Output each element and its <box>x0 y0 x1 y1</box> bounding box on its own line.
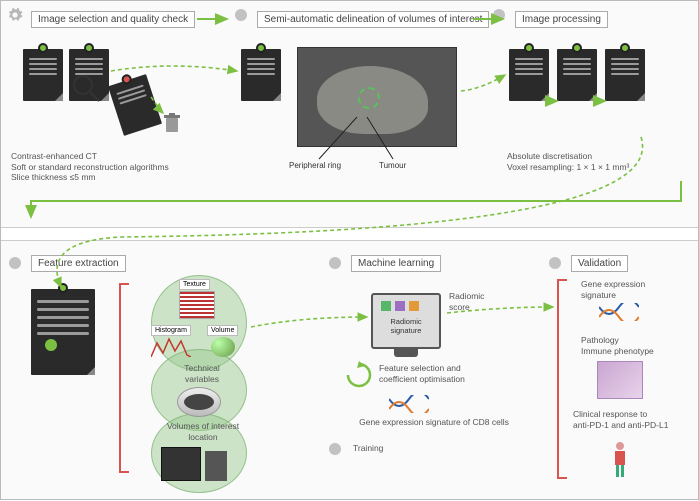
stage-2-label: Semi-automatic delineation of volumes of… <box>257 11 489 28</box>
tech-vars-label: Technical variables <box>157 363 247 384</box>
xray-icon <box>241 49 281 101</box>
row-divider <box>1 227 698 241</box>
stage-3-sub: Absolute discretisation Voxel resampling… <box>507 151 687 172</box>
body-location-icon <box>161 447 201 481</box>
val-patho-label: Pathology Immune phenotype <box>581 335 691 356</box>
magnifier-icon <box>71 73 101 103</box>
stage-6-label: Validation <box>571 255 628 272</box>
volume-label: Volume <box>207 325 238 336</box>
gear-icon <box>7 255 23 271</box>
histogram-icon <box>151 337 191 357</box>
monitor-text: Radiomic signature <box>381 317 431 335</box>
xray-icon <box>509 49 549 101</box>
helix-icon <box>389 395 429 413</box>
gear-icon <box>233 7 249 23</box>
ct-scanner-icon <box>177 387 221 417</box>
gear-icon <box>547 255 563 271</box>
gear-icon <box>327 441 343 457</box>
stage-1-sub: Contrast-enhanced CT Soft or standard re… <box>11 151 221 183</box>
val-clin-label: Clinical response to anti-PD-1 and anti-… <box>573 409 697 430</box>
histogram-label: Histogram <box>151 325 191 336</box>
gear-icon <box>327 255 343 271</box>
stage-5-label: Machine learning <box>351 255 441 272</box>
xray-large-icon <box>31 289 95 375</box>
stage-4-label: Feature extraction <box>31 255 126 272</box>
bracket-icon <box>119 283 129 473</box>
radiomic-score-label: Radiomic score <box>449 291 503 312</box>
gene-cd8-label: Gene expression signature of CD8 cells <box>339 417 529 428</box>
stage-3-label: Image processing <box>515 11 608 28</box>
feature-selection-label: Feature selection and coefficient optimi… <box>379 363 499 384</box>
xray-rejected-icon <box>108 74 162 136</box>
xray-icon <box>23 49 63 101</box>
workflow-diagram: Image selection and quality check Semi-a… <box>0 0 699 500</box>
volume-icon <box>211 337 235 357</box>
texture-label: Texture <box>179 279 210 290</box>
stage-1-label: Image selection and quality check <box>31 11 195 28</box>
helix-icon <box>599 303 639 321</box>
texture-icon <box>179 291 215 319</box>
trash-icon <box>163 113 181 133</box>
xray-icon <box>557 49 597 101</box>
peripheral-ring-label: Peripheral ring <box>289 161 341 170</box>
pathology-icon <box>597 361 643 399</box>
tumour-label: Tumour <box>379 161 406 170</box>
gear-icon <box>7 7 23 23</box>
person-icon <box>611 441 629 479</box>
training-label: Training <box>353 443 383 454</box>
monitor-small-icon <box>205 451 227 481</box>
bracket-icon <box>557 279 567 479</box>
voi-location-label: Volumes of interest location <box>153 421 253 442</box>
annotation-arrows <box>301 111 421 161</box>
xray-icon <box>605 49 645 101</box>
gear-icon <box>491 7 507 23</box>
cycle-icon <box>345 361 373 389</box>
val-gene-label: Gene expression signature <box>581 279 691 300</box>
